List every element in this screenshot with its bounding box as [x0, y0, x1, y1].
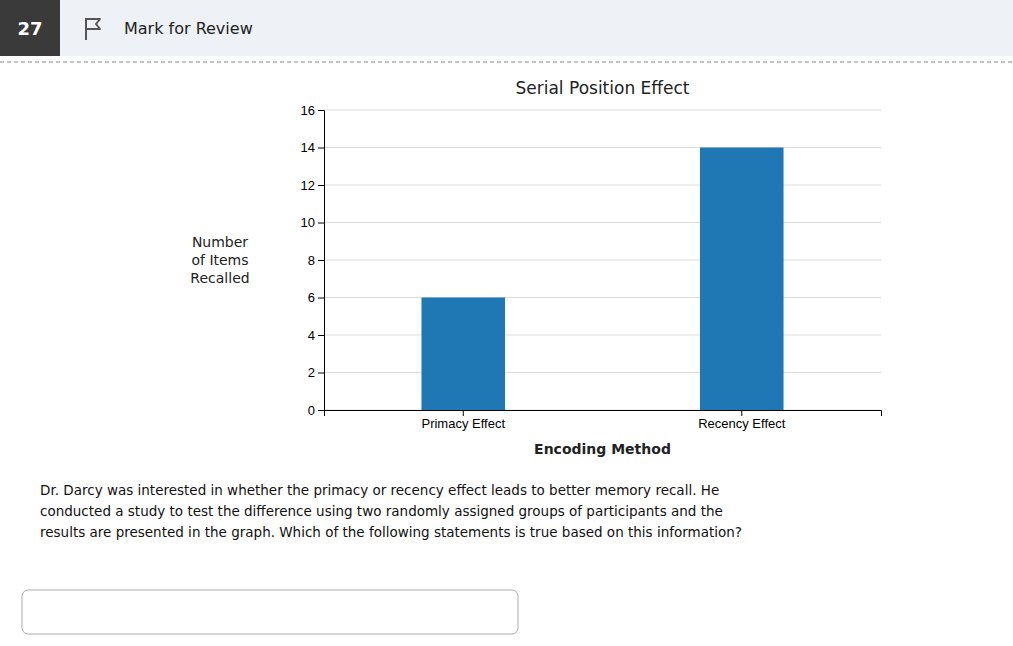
y-axis-title-line: Recalled: [190, 270, 249, 286]
x-tick-label: Primacy Effect: [421, 416, 505, 431]
y-axis: 0 2 4 6 8 10 12 14 16: [301, 103, 325, 418]
x-tick-label: Recency Effect: [698, 416, 786, 431]
y-tick-mark: [318, 110, 324, 111]
page: 27 Mark for Review Primacy Effect Recency E…: [0, 0, 1013, 646]
y-tick-mark: [318, 335, 324, 336]
body-text-line: results are presented in the graph. Whic…: [40, 524, 742, 540]
y-tick-mark: [318, 410, 324, 411]
chart: Primacy Effect Recency Effect 0 2 4 6 8 10 12 14 1…: [301, 103, 882, 432]
y-tick-label: 12: [301, 178, 315, 193]
y-tick-mark: [318, 373, 324, 374]
y-tick-label: 0: [308, 403, 315, 418]
header-number-box: [0, 0, 60, 56]
y-axis-title-line: of Items: [191, 252, 248, 268]
y-tick-mark: [318, 148, 324, 149]
flag-icon: [86, 18, 100, 40]
y-tick: 8: [308, 253, 324, 268]
y-tick-mark: [318, 298, 324, 299]
x-axis-title: Encoding Method: [534, 441, 671, 457]
grid-line: [324, 297, 881, 298]
y-tick-label: 16: [301, 103, 315, 118]
y-axis-line: [318, 111, 325, 411]
grid-line: [324, 147, 881, 148]
y-tick: 16: [301, 103, 324, 118]
grid-line: [324, 260, 881, 261]
x-axis-line: [325, 411, 882, 417]
x-tick: Recency Effect: [698, 410, 786, 431]
y-tick-label: 4: [308, 328, 315, 343]
header-bar: [0, 0, 1013, 56]
body-text-line: conducted a study to test the difference…: [40, 503, 723, 519]
y-tick-label: 8: [308, 253, 315, 268]
y-tick: 12: [301, 178, 324, 193]
y-tick: 10: [301, 215, 324, 230]
y-tick: 0: [308, 403, 324, 418]
y-axis-title-line: Number: [192, 234, 248, 250]
bar: [700, 148, 784, 411]
chart-title: Serial Position Effect: [515, 78, 689, 98]
grid-line: [324, 335, 881, 336]
bars: [421, 148, 783, 411]
bar: [421, 298, 505, 411]
y-tick-label: 10: [301, 215, 315, 230]
y-axis-title: Number of Items Recalled: [190, 234, 249, 286]
grid-line: [324, 110, 881, 111]
answer-box: [22, 590, 518, 634]
y-tick-label: 2: [308, 365, 315, 380]
x-axis: Primacy Effect Recency Effect: [325, 410, 882, 431]
body-text-line: Dr. Darcy was interested in whether the …: [40, 482, 719, 498]
header: 27 Mark for Review: [0, 0, 1013, 56]
header-separator: [0, 62, 1013, 63]
y-tick-label: 6: [308, 290, 315, 305]
body-text: Dr. Darcy was interested in whether the …: [40, 482, 742, 540]
x-tick-mark: [741, 410, 742, 416]
grid-line: [324, 372, 881, 373]
y-tick: 6: [308, 290, 324, 305]
y-tick-label: 14: [301, 140, 315, 155]
y-tick-mark: [318, 223, 324, 224]
x-tick-mark: [463, 410, 464, 416]
x-tick: Primacy Effect: [421, 410, 505, 431]
header-text: Mark for Review: [124, 19, 253, 38]
y-tick-mark: [318, 260, 324, 261]
grid-line: [324, 222, 881, 223]
header-number: 27: [17, 18, 42, 39]
grid-line: [324, 185, 881, 186]
y-tick: 14: [301, 140, 324, 155]
grid: [324, 110, 881, 410]
y-tick: 4: [308, 328, 324, 343]
y-tick: 2: [308, 365, 324, 380]
y-tick-mark: [318, 185, 324, 186]
